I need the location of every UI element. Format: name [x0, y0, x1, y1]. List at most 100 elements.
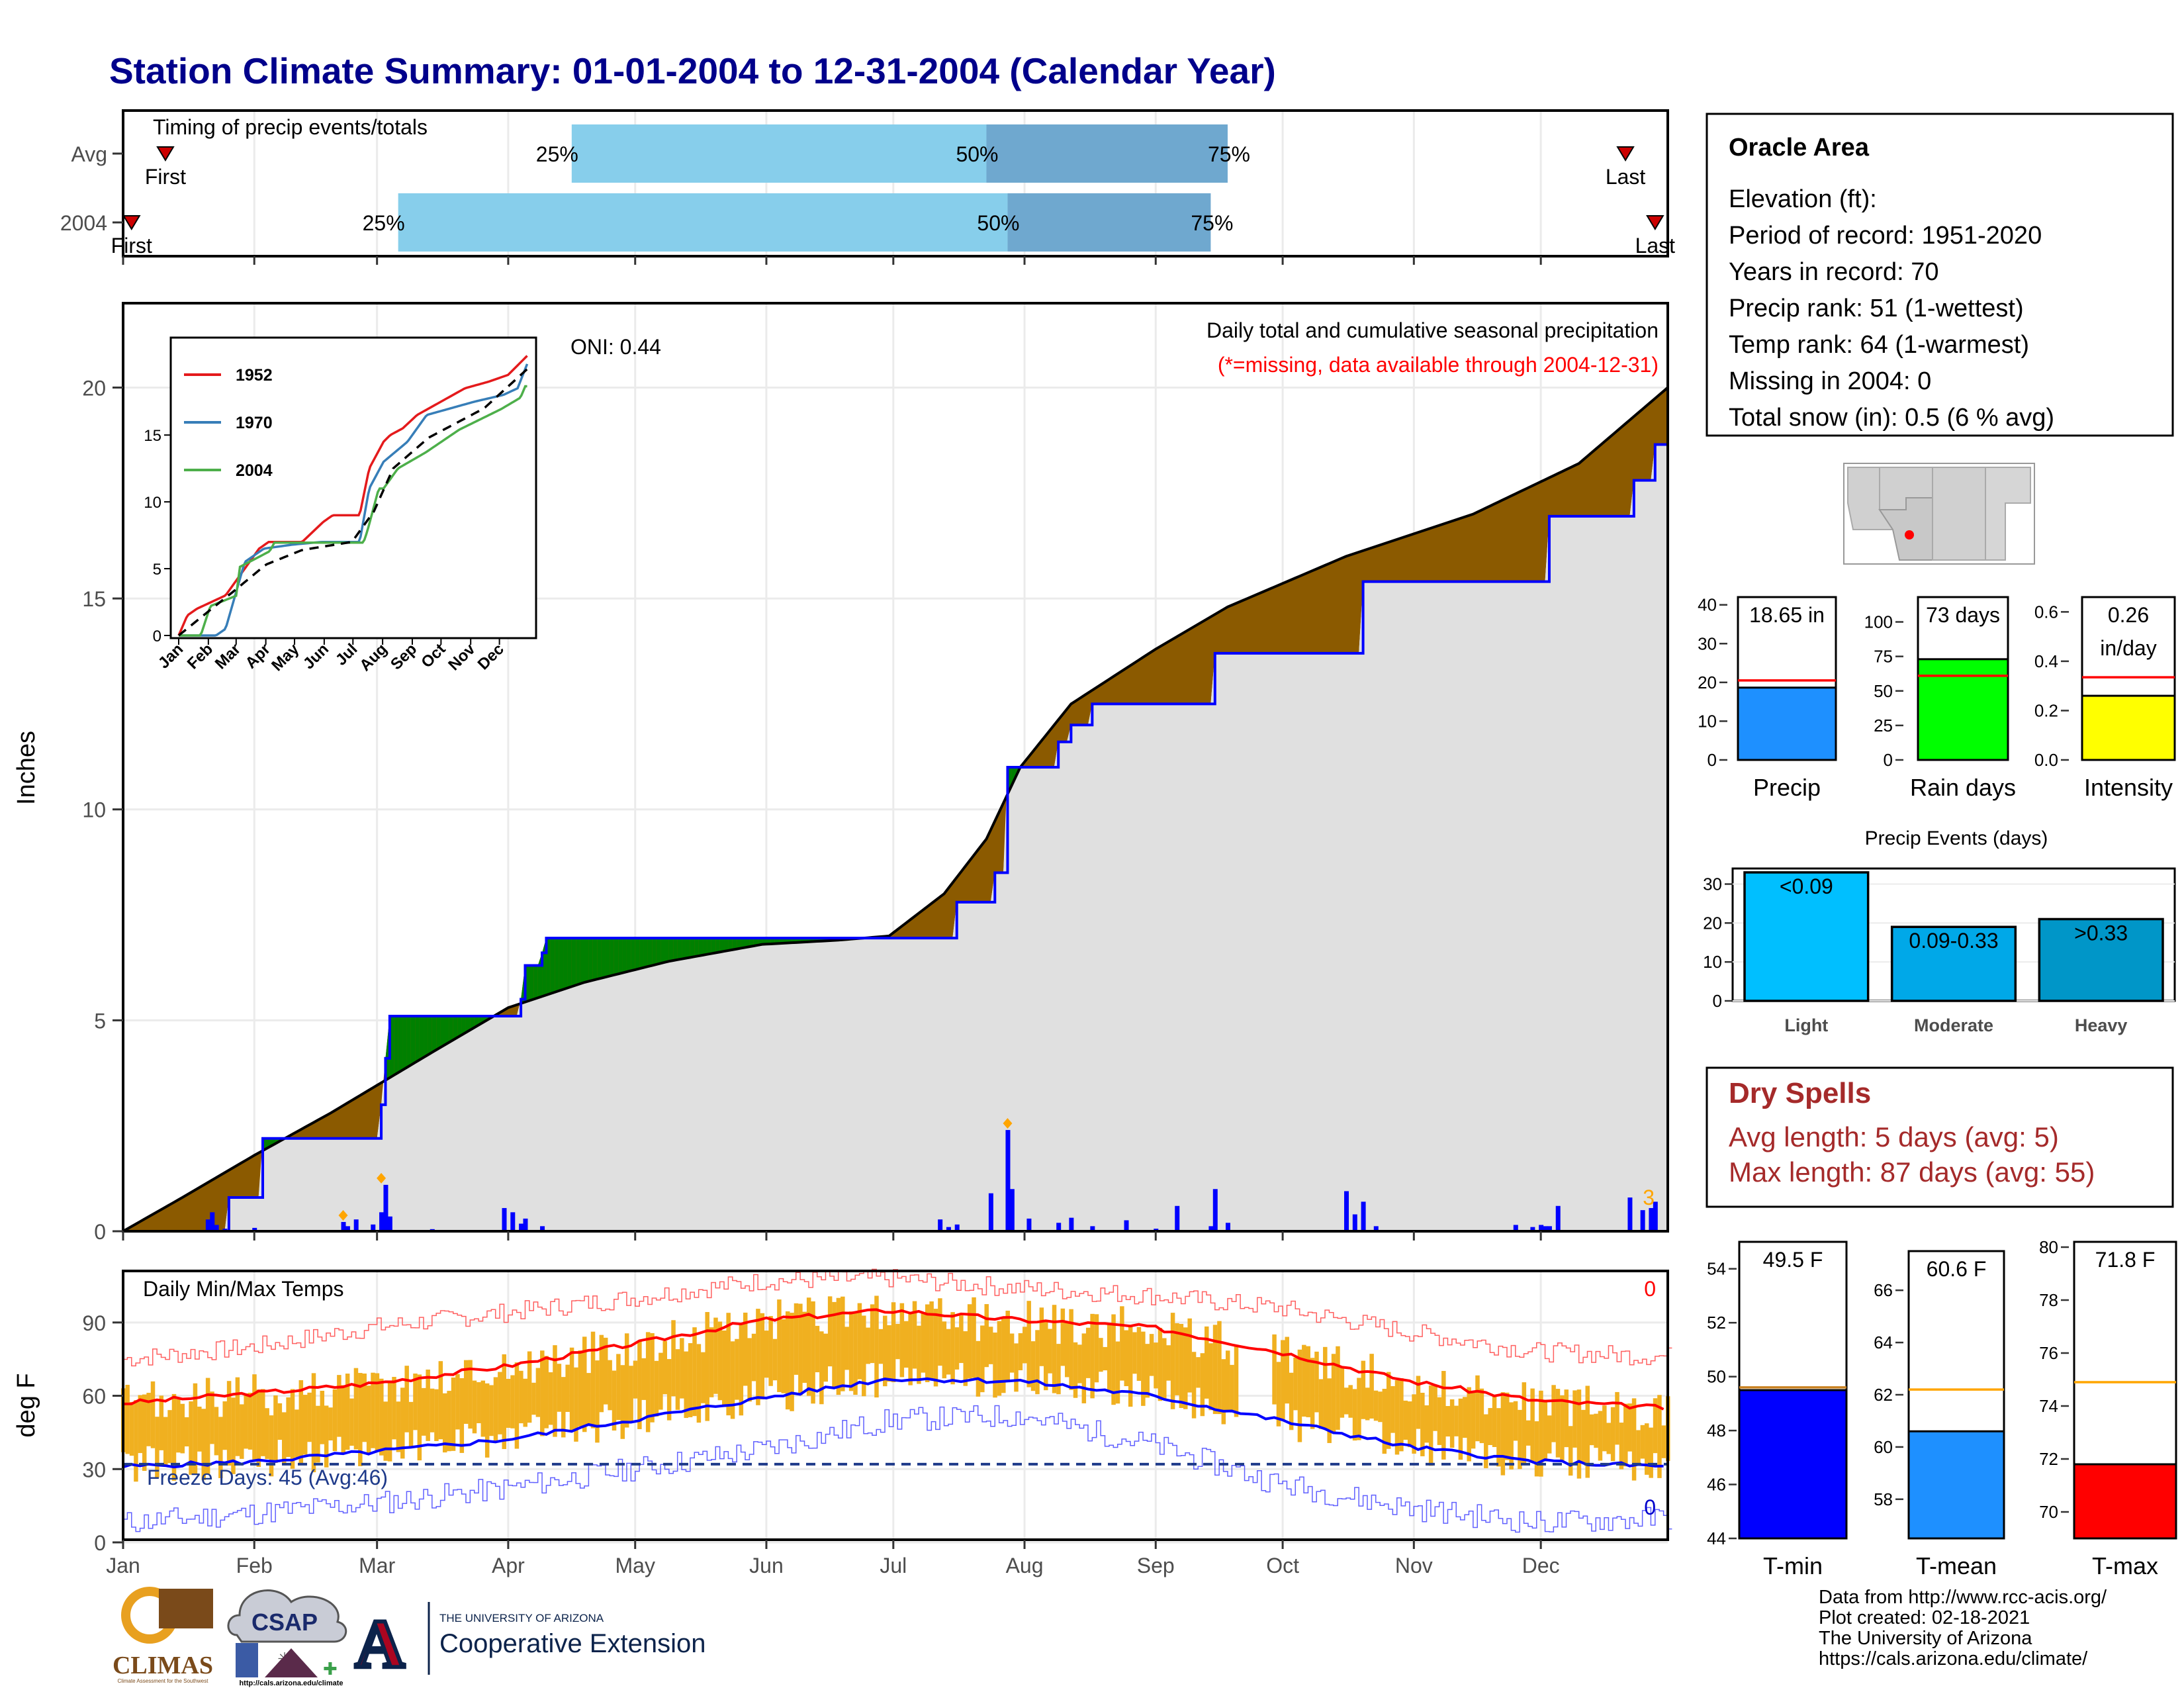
daily-temp-bar — [1204, 1326, 1209, 1399]
daily-temp-bar — [1306, 1346, 1310, 1417]
daily-precip-bar — [387, 1216, 392, 1231]
daily-temp-bar — [201, 1409, 206, 1480]
precip-surplus-segment — [677, 938, 682, 960]
daily-temp-bar — [477, 1382, 481, 1423]
timing-first-marker-icon — [122, 215, 141, 230]
daily-temp-bar — [692, 1327, 697, 1417]
summary-ytick-label: 0 — [1884, 750, 1893, 770]
daily-precip-bar — [1056, 1223, 1062, 1231]
daily-temp-bar — [1136, 1327, 1142, 1382]
daily-temp-bar — [371, 1372, 375, 1448]
daily-precip-bar — [1124, 1220, 1129, 1231]
daily-temp-bar — [921, 1313, 926, 1373]
daily-temp-bar — [535, 1368, 541, 1417]
daily-temp-bar — [150, 1381, 156, 1448]
daily-precip-bar — [1090, 1226, 1095, 1231]
ua-logo: A THE UNIVERSITY OF ARIZONA Cooperative … — [353, 1602, 705, 1684]
station-info-line: Years in record: 70 — [1729, 258, 1939, 286]
daily-temp-bar — [252, 1374, 257, 1462]
t-max-summary-chart: 70 72 74 76 78 80 71.8 F T-max — [2039, 1237, 2177, 1579]
timing-row-label: 2004 — [60, 211, 107, 235]
summary-value-label: 71.8 F — [2095, 1248, 2156, 1272]
daily-temp-bar — [569, 1347, 574, 1430]
daily-precip-bar — [938, 1219, 943, 1231]
daily-temp-bar — [993, 1333, 997, 1398]
daily-temp-bar — [972, 1297, 976, 1378]
summary-ytick-label: 80 — [2039, 1237, 2058, 1257]
events-bar-light — [1743, 871, 1870, 1002]
temp-ytick-label: 60 — [82, 1385, 106, 1409]
precip-surplus-segment — [440, 1015, 445, 1048]
daily-temp-bar — [1103, 1346, 1108, 1371]
precip-surplus-segment — [703, 938, 707, 955]
precip-surplus-segment — [605, 938, 610, 978]
daily-temp-bar — [874, 1295, 879, 1398]
summary-bar — [2081, 694, 2176, 761]
precip-surplus-segment — [406, 1015, 411, 1068]
daily-temp-bar — [1420, 1392, 1425, 1456]
inset-series-1952-line — [177, 355, 528, 636]
daily-temp-bar — [751, 1333, 756, 1382]
daily-temp-bar — [383, 1401, 388, 1461]
daily-temp-bar — [345, 1374, 350, 1450]
csap-url: http://cals.arizona.edu/climate — [239, 1679, 343, 1687]
daily-temp-bar — [1208, 1343, 1213, 1411]
summary-ytick-label: 40 — [1698, 595, 1717, 615]
daily-temp-bar — [1449, 1399, 1455, 1448]
inset-month-label: Jul — [332, 640, 361, 669]
daily-temp-bar — [387, 1382, 392, 1462]
timing-bar-25-50 — [571, 124, 987, 183]
daily-temp-bar — [950, 1312, 955, 1385]
daily-temp-bar — [205, 1378, 210, 1474]
events-category-label: Heavy — [2075, 1015, 2128, 1035]
daily-temp-bar — [1276, 1362, 1281, 1427]
daily-temp-bar — [878, 1329, 884, 1364]
precip-surplus-segment — [660, 938, 665, 964]
daily-temp-bar — [422, 1387, 426, 1436]
daily-precip-bar — [1225, 1223, 1230, 1231]
daily-temp-bar — [980, 1325, 985, 1393]
daily-temp-bar — [963, 1331, 968, 1386]
summary-ytick-label: 100 — [1864, 612, 1893, 632]
daily-precip-bar — [1543, 1226, 1548, 1231]
daily-temp-bar — [1458, 1398, 1463, 1460]
daily-temp-bar — [480, 1380, 486, 1437]
precip-ytick-label: 5 — [94, 1009, 106, 1033]
daily-temp-bar — [959, 1315, 964, 1364]
precip-ylabel: Inches — [13, 731, 40, 805]
daily-temp-bar — [1403, 1400, 1408, 1440]
daily-temp-bar — [1281, 1340, 1285, 1421]
daily-temp-bar — [1484, 1414, 1488, 1468]
daily-temp-bar — [468, 1360, 473, 1429]
daily-temp-bar — [1475, 1375, 1480, 1442]
daily-temp-bar — [353, 1368, 359, 1450]
daily-temp-bar — [1081, 1333, 1087, 1403]
events-bar-label: <0.09 — [1780, 874, 1833, 898]
precip-surplus-segment — [749, 938, 754, 947]
daily-precip-bar — [1212, 1189, 1218, 1231]
daily-temp-bar — [240, 1404, 244, 1459]
daily-temp-bar — [853, 1311, 858, 1395]
daily-temp-bar — [967, 1304, 972, 1379]
daily-temp-bar — [612, 1370, 617, 1431]
daily-temp-bar — [942, 1321, 947, 1379]
summary-category-label: T-min — [1763, 1552, 1823, 1579]
daily-precip-bar — [1352, 1214, 1357, 1231]
precip-summary-chart: 0 10 20 30 40 18.65 in Precip — [1698, 595, 1837, 801]
daily-temp-bar — [269, 1415, 274, 1477]
daily-temp-bar — [404, 1366, 409, 1432]
daily-temp-bar — [142, 1394, 147, 1471]
daily-precip-bar — [205, 1219, 210, 1231]
record-max-line — [123, 1268, 1672, 1367]
daily-precip-bar — [1555, 1205, 1561, 1231]
daily-temp-bar — [887, 1325, 891, 1382]
daily-precip-bar — [1513, 1225, 1518, 1231]
events-category-label: Moderate — [1914, 1015, 1993, 1035]
daily-temp-bar — [1052, 1305, 1057, 1393]
daily-temp-bar — [1518, 1409, 1522, 1470]
precip-surplus-segment — [457, 1015, 462, 1038]
daily-temp-bar — [1479, 1388, 1484, 1444]
daily-temp-bar — [671, 1320, 676, 1397]
daily-temp-bar — [819, 1331, 824, 1405]
